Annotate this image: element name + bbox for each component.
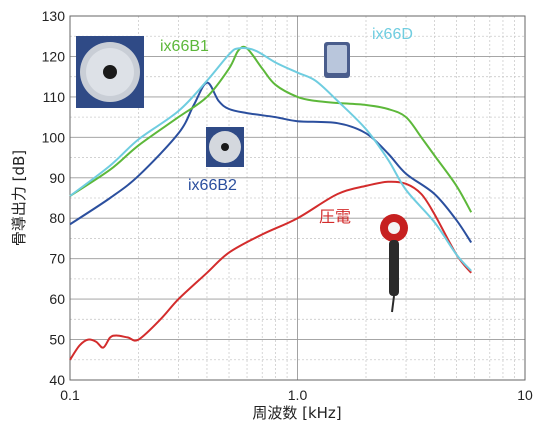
- piezo-device-icon: [380, 214, 408, 313]
- series-lines: [69, 45, 473, 361]
- x-axis-label: 周波数 [kHz]: [252, 404, 341, 422]
- ix66d-device-icon: [324, 42, 350, 78]
- series-label-piezo: 圧電: [319, 207, 351, 226]
- grid-minor: [70, 16, 525, 380]
- y-tick-label: 110: [43, 89, 66, 105]
- series-line-ix66b1: [69, 45, 473, 213]
- ix66b1-device-icon: [76, 36, 144, 108]
- series-line-piezo: [69, 180, 472, 361]
- y-tick-label: 70: [49, 251, 65, 267]
- series-line-ix66d: [69, 47, 472, 272]
- y-tick-label: 120: [42, 48, 66, 64]
- series-line-ix66b2: [69, 81, 473, 244]
- ix66b2-device-icon: [206, 127, 244, 167]
- x-axis-ticks: 0.1 1.0 10: [60, 387, 533, 403]
- y-axis-label: 骨導出力 [dB]: [10, 150, 28, 246]
- plot-frame: [69, 15, 526, 381]
- y-tick-label: 60: [49, 291, 65, 307]
- y-tick-label: 90: [49, 170, 65, 186]
- x-tick-label: 0.1: [60, 387, 80, 403]
- y-axis-ticks: 40 50 60 70 80 90 100 110 120 130: [42, 8, 66, 388]
- series-label-ix66b1: ix66B1: [160, 38, 209, 55]
- x-tick-label: 1.0: [288, 387, 308, 403]
- y-tick-label: 50: [49, 332, 65, 348]
- y-tick-label: 130: [42, 8, 66, 24]
- x-tick-label: 10: [517, 387, 533, 403]
- series-label-ix66b2: ix66B2: [188, 177, 237, 194]
- y-tick-label: 40: [49, 372, 65, 388]
- series-label-ix66d: ix66D: [372, 26, 413, 43]
- y-tick-label: 100: [42, 129, 66, 145]
- y-tick-label: 80: [49, 210, 65, 226]
